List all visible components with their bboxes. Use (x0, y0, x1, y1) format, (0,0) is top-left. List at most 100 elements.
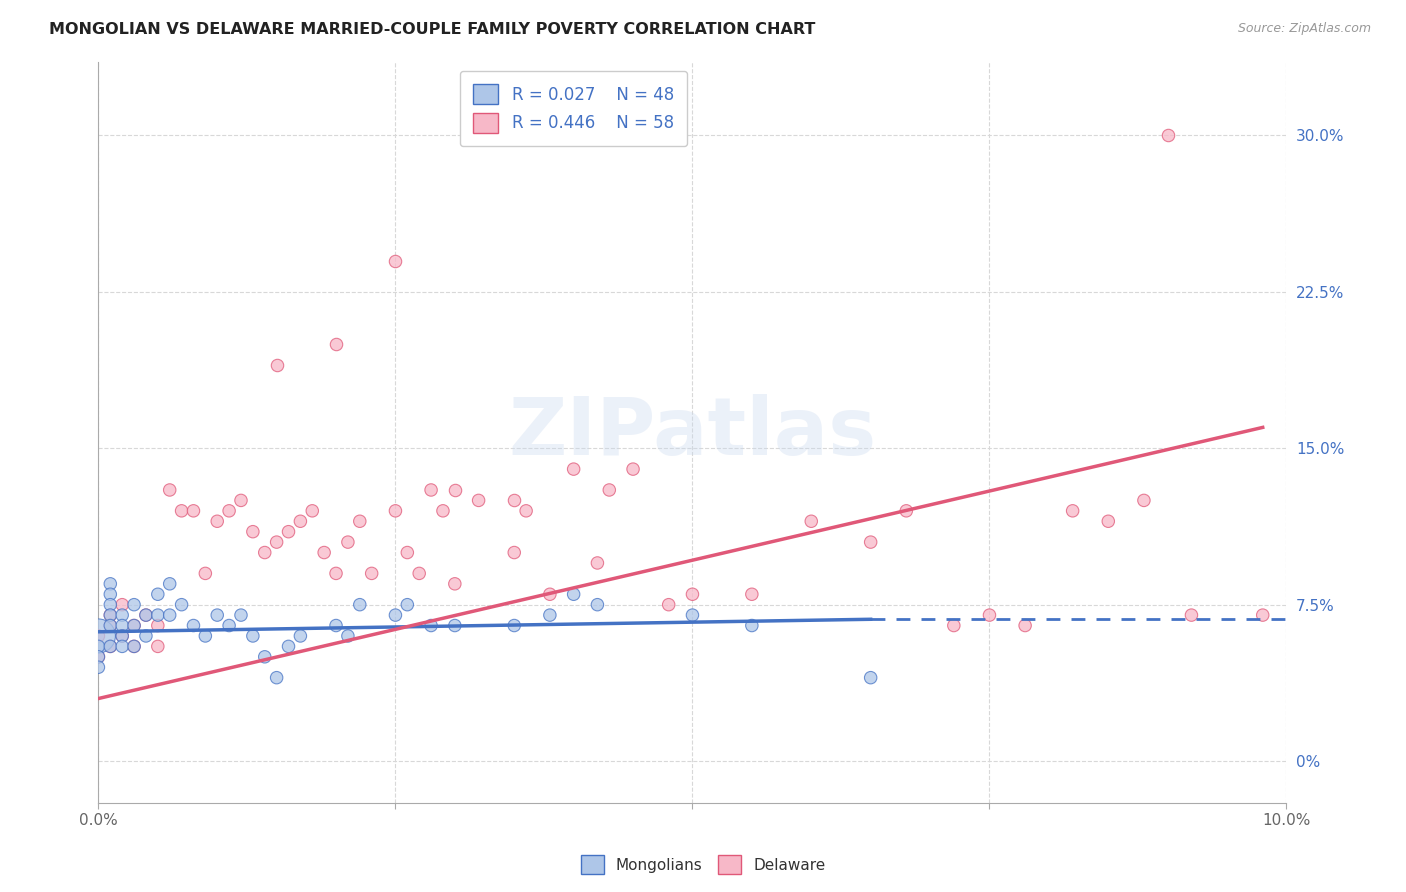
Point (266, 358, 288, 372)
Point (942, 618, 965, 632)
Point (598, 483, 620, 497)
Point (396, 545, 419, 559)
Point (122, 640, 145, 654)
Point (1180, 608, 1202, 623)
Point (420, 618, 443, 632)
Point (336, 535, 359, 549)
Point (218, 504, 240, 518)
Point (467, 493, 489, 508)
Point (443, 618, 465, 632)
Point (242, 524, 264, 539)
Text: ZIPatlas: ZIPatlas (509, 393, 876, 472)
Point (98, 618, 121, 632)
Point (87, 660, 110, 674)
Point (183, 618, 205, 632)
Text: Source: ZipAtlas.com: Source: ZipAtlas.com (1237, 22, 1371, 36)
Point (87, 629, 110, 643)
Point (1156, 128, 1178, 143)
Point (325, 337, 347, 351)
Point (586, 556, 609, 570)
Point (111, 598, 134, 612)
Point (159, 483, 181, 497)
Point (87, 629, 110, 643)
Point (658, 598, 681, 612)
Point (325, 618, 347, 632)
Point (253, 545, 276, 559)
Point (159, 577, 181, 591)
Point (194, 566, 217, 581)
Point (277, 524, 299, 539)
Text: MONGOLIAN VS DELAWARE MARRIED-COUPLE FAMILY POVERTY CORRELATION CHART: MONGOLIAN VS DELAWARE MARRIED-COUPLE FAM… (49, 22, 815, 37)
Point (135, 608, 157, 623)
Legend: Mongolians, Delaware: Mongolians, Delaware (575, 849, 831, 880)
Point (408, 566, 430, 581)
Point (146, 618, 169, 632)
Point (586, 598, 609, 612)
Point (420, 483, 443, 497)
Point (503, 545, 526, 559)
Point (170, 598, 193, 612)
Point (384, 253, 406, 268)
Point (503, 493, 526, 508)
Point (98, 608, 121, 623)
Point (290, 514, 312, 528)
Point (432, 504, 454, 518)
Point (111, 618, 134, 632)
Point (87, 649, 110, 664)
Point (146, 587, 169, 601)
Point (336, 629, 359, 643)
Point (98, 608, 121, 623)
Point (360, 566, 382, 581)
Point (111, 629, 134, 643)
Point (135, 629, 157, 643)
Point (503, 618, 526, 632)
Point (170, 504, 193, 518)
Point (87, 649, 110, 664)
Point (122, 640, 145, 654)
Point (122, 618, 145, 632)
Point (87, 640, 110, 654)
Point (290, 629, 312, 643)
Point (621, 462, 644, 476)
Point (562, 587, 585, 601)
Point (98, 577, 121, 591)
Point (146, 608, 169, 623)
Point (135, 608, 157, 623)
Point (98, 640, 121, 654)
Point (1097, 514, 1119, 528)
Point (314, 545, 336, 559)
Point (859, 535, 882, 549)
Point (859, 671, 882, 685)
Point (384, 608, 406, 623)
Point (349, 514, 371, 528)
Point (515, 504, 537, 518)
Point (159, 608, 181, 623)
Point (277, 640, 299, 654)
Point (1251, 608, 1274, 623)
Point (194, 629, 217, 643)
Point (1062, 504, 1084, 518)
Point (229, 493, 252, 508)
Point (111, 629, 134, 643)
Point (229, 608, 252, 623)
Point (538, 587, 561, 601)
Point (443, 483, 465, 497)
Point (266, 535, 288, 549)
Point (111, 640, 134, 654)
Point (741, 587, 763, 601)
Point (741, 618, 763, 632)
Point (301, 504, 323, 518)
Point (98, 618, 121, 632)
Point (800, 514, 823, 528)
Point (979, 608, 1001, 623)
Point (682, 587, 704, 601)
Point (266, 671, 288, 685)
Point (111, 608, 134, 623)
Point (562, 462, 585, 476)
Point (98, 598, 121, 612)
Point (183, 504, 205, 518)
Point (242, 629, 264, 643)
Point (682, 608, 704, 623)
Point (1014, 618, 1036, 632)
Point (122, 598, 145, 612)
